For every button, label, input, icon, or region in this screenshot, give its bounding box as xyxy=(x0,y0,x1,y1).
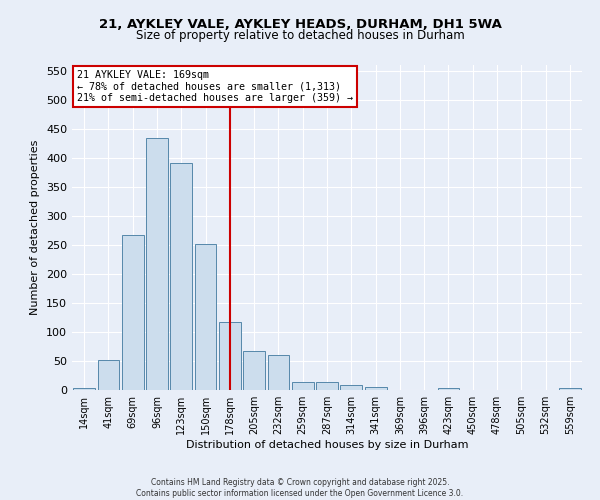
Bar xyxy=(340,386,362,390)
Bar xyxy=(559,388,581,390)
Text: Size of property relative to detached houses in Durham: Size of property relative to detached ho… xyxy=(136,29,464,42)
Text: 21 AYKLEY VALE: 169sqm
← 78% of detached houses are smaller (1,313)
21% of semi-: 21 AYKLEY VALE: 169sqm ← 78% of detached… xyxy=(77,70,353,103)
Bar xyxy=(437,388,460,390)
Bar xyxy=(219,322,241,390)
Bar xyxy=(365,386,386,390)
Bar xyxy=(268,355,289,390)
Bar xyxy=(73,388,95,390)
Bar xyxy=(170,163,192,390)
Text: 21, AYKLEY VALE, AYKLEY HEADS, DURHAM, DH1 5WA: 21, AYKLEY VALE, AYKLEY HEADS, DURHAM, D… xyxy=(98,18,502,30)
Bar xyxy=(146,138,168,390)
Bar xyxy=(97,360,119,390)
Bar xyxy=(243,350,265,390)
Bar xyxy=(292,382,314,390)
Y-axis label: Number of detached properties: Number of detached properties xyxy=(31,140,40,315)
Bar xyxy=(194,244,217,390)
Bar xyxy=(316,382,338,390)
X-axis label: Distribution of detached houses by size in Durham: Distribution of detached houses by size … xyxy=(186,440,468,450)
Text: Contains HM Land Registry data © Crown copyright and database right 2025.
Contai: Contains HM Land Registry data © Crown c… xyxy=(136,478,464,498)
Bar xyxy=(122,235,143,390)
